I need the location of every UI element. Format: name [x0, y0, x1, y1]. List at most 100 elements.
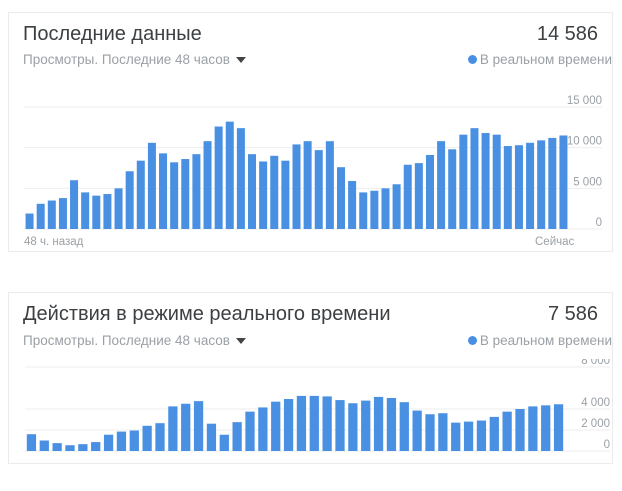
bar[interactable] — [348, 403, 358, 451]
bar[interactable] — [303, 141, 312, 229]
bar[interactable] — [359, 192, 368, 229]
bar[interactable] — [91, 442, 101, 451]
total-value: 7 586 — [547, 303, 598, 325]
bar[interactable] — [192, 154, 201, 229]
bar[interactable] — [259, 161, 268, 229]
bar[interactable] — [159, 153, 168, 229]
bar[interactable] — [292, 144, 301, 229]
bar[interactable] — [528, 406, 538, 452]
bar[interactable] — [78, 444, 88, 451]
bar[interactable] — [245, 411, 255, 452]
bar[interactable] — [459, 134, 468, 229]
bar[interactable] — [155, 423, 165, 451]
period-filter-dropdown[interactable]: Просмотры. Последние 48 часов — [23, 333, 246, 348]
bar[interactable] — [225, 121, 234, 229]
bar[interactable] — [373, 396, 384, 451]
bar[interactable] — [335, 400, 345, 451]
bar[interactable] — [502, 411, 512, 452]
bar[interactable] — [147, 142, 156, 229]
bar[interactable] — [168, 406, 178, 452]
bar[interactable] — [232, 422, 242, 452]
bar[interactable] — [322, 396, 332, 451]
bar[interactable] — [386, 397, 397, 451]
bar[interactable] — [70, 180, 79, 229]
bar[interactable] — [412, 410, 422, 451]
total-value: 14 586 — [536, 23, 598, 45]
bar[interactable] — [103, 434, 114, 451]
bar[interactable] — [142, 425, 152, 451]
bar[interactable] — [414, 163, 423, 229]
bar[interactable] — [476, 420, 487, 451]
bar[interactable] — [214, 126, 223, 229]
bar[interactable] — [437, 141, 446, 229]
bar[interactable] — [258, 407, 268, 451]
bar[interactable] — [448, 149, 457, 229]
bar[interactable] — [403, 164, 412, 229]
bar[interactable] — [336, 167, 345, 229]
bar[interactable] — [399, 402, 409, 451]
bar[interactable] — [492, 134, 501, 229]
bar[interactable] — [203, 141, 212, 229]
bar[interactable] — [463, 421, 474, 451]
bar[interactable] — [65, 445, 75, 451]
bar[interactable] — [392, 184, 401, 229]
bar[interactable] — [541, 405, 551, 451]
bar[interactable] — [381, 188, 390, 229]
views-bar-chart: 0 5 000 10 000 15 000 — [24, 95, 602, 230]
bar[interactable] — [314, 150, 323, 229]
bar[interactable] — [514, 145, 523, 229]
bar[interactable] — [425, 154, 434, 229]
bar[interactable] — [181, 403, 191, 451]
bar[interactable] — [25, 213, 34, 229]
period-filter-dropdown[interactable]: Просмотры. Последние 48 часов — [23, 52, 246, 67]
bar[interactable] — [348, 181, 357, 229]
bar[interactable] — [193, 401, 204, 452]
filter-label: Просмотры. Последние 48 часов — [23, 333, 230, 348]
bar[interactable] — [425, 414, 435, 451]
bar[interactable] — [537, 140, 546, 229]
bar[interactable] — [503, 146, 512, 229]
bar[interactable] — [296, 395, 307, 452]
bar[interactable] — [26, 434, 37, 451]
bar[interactable] — [114, 188, 123, 229]
bar[interactable] — [36, 203, 45, 229]
bar[interactable] — [129, 430, 139, 451]
realtime-legend: В реальном времени — [467, 52, 612, 67]
bar[interactable] — [116, 431, 127, 451]
bar[interactable] — [559, 135, 568, 229]
bar[interactable] — [58, 198, 67, 229]
bar[interactable] — [270, 155, 279, 229]
bar[interactable] — [47, 200, 56, 229]
bar[interactable] — [451, 422, 461, 451]
bar[interactable] — [219, 434, 229, 451]
bar[interactable] — [283, 399, 294, 451]
bar[interactable] — [103, 194, 112, 229]
bar[interactable] — [309, 395, 319, 452]
bar[interactable] — [125, 171, 134, 229]
bar[interactable] — [39, 440, 49, 452]
filter-label: Просмотры. Последние 48 часов — [23, 52, 230, 67]
bar[interactable] — [206, 423, 217, 451]
bar[interactable] — [325, 141, 334, 229]
bar[interactable] — [181, 159, 190, 229]
bar[interactable] — [370, 190, 379, 229]
bar[interactable] — [236, 128, 245, 229]
bar[interactable] — [281, 160, 290, 229]
bar[interactable] — [481, 133, 490, 229]
bar[interactable] — [515, 409, 525, 451]
bar[interactable] — [248, 154, 257, 229]
bar[interactable] — [170, 162, 179, 229]
realtime-legend: В реальном времени — [467, 333, 612, 348]
bar[interactable] — [489, 416, 499, 452]
bar[interactable] — [553, 404, 564, 451]
bar[interactable] — [81, 192, 90, 229]
bar[interactable] — [361, 400, 371, 451]
bar[interactable] — [526, 142, 535, 229]
bar[interactable] — [92, 195, 101, 229]
bar[interactable] — [136, 160, 145, 229]
bar[interactable] — [438, 413, 448, 451]
bar[interactable] — [52, 443, 62, 452]
bar[interactable] — [470, 128, 479, 229]
bar[interactable] — [271, 401, 281, 451]
bar[interactable] — [548, 137, 557, 229]
